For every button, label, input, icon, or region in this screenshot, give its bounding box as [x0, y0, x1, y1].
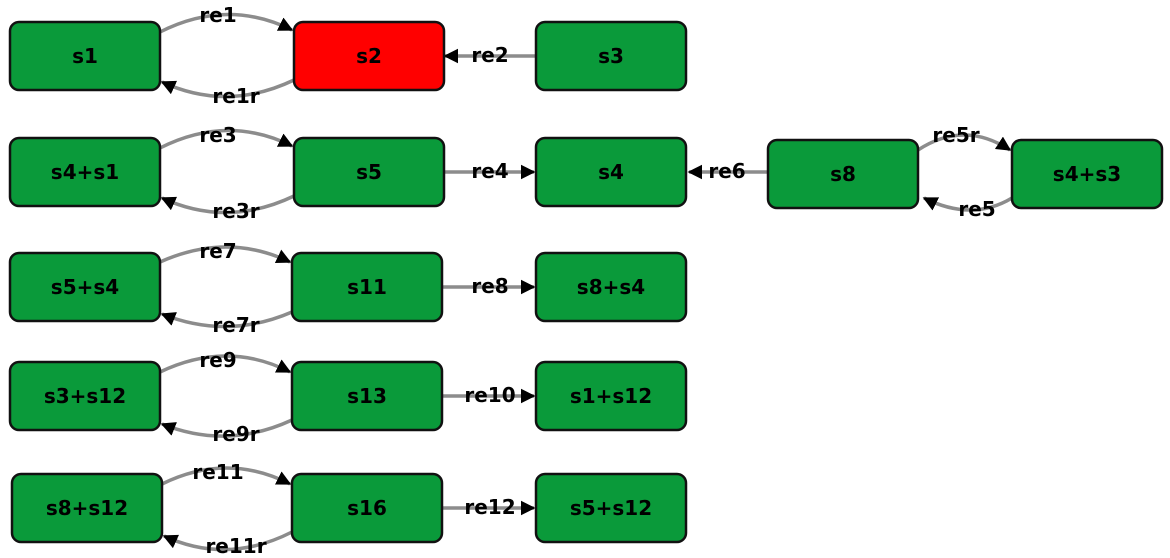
node-s13: s13	[290, 360, 444, 432]
node-label-s8-plus-s4: s8+s4	[577, 275, 645, 299]
edges-layer	[159, 12, 1013, 552]
node-s8: s8	[766, 138, 920, 210]
node-label-s13: s13	[347, 384, 387, 408]
node-box-s3	[534, 20, 688, 92]
node-box-s1-plus-s12	[534, 360, 688, 432]
edge-re9r-arrow	[160, 418, 293, 438]
edge-label-re4: re4	[471, 159, 508, 183]
node-label-s11: s11	[347, 275, 387, 299]
node-s16: s16	[290, 472, 444, 544]
node-label-s4-plus-s1: s4+s1	[51, 160, 119, 184]
edge-re11r-arrow	[162, 530, 293, 552]
node-s11: s11	[290, 251, 444, 323]
node-s5-plus-s4: s5+s4	[8, 251, 162, 323]
node-label-s1-plus-s12: s1+s12	[570, 384, 652, 408]
edge-label-re11: re11	[192, 460, 243, 484]
edge-labels-layer: re1 re1r re2 re3 re3r re4 re6 re5r re5 re7 re7r re8…	[192, 3, 995, 558]
node-label-s1: s1	[72, 44, 98, 68]
node-label-s3-plus-s12: s3+s12	[44, 384, 126, 408]
edge-label-re3: re3	[199, 123, 236, 147]
edge-re3r-arrow	[160, 194, 295, 215]
nodes-layer: s1 s2 s3 s4+s1 s5 s4 s8 s4+s3 s5+s4 s11 s8+s4 s3+s1…	[8, 20, 1164, 544]
node-box-s8-plus-s4	[534, 251, 688, 323]
node-box-s5-plus-s12	[534, 472, 688, 544]
node-label-s16: s16	[347, 496, 387, 520]
edge-re7-arrow	[159, 245, 292, 264]
node-s3-plus-s12: s3+s12	[8, 360, 162, 432]
node-box-s8-plus-s12	[10, 472, 164, 544]
node-s3: s3	[534, 20, 688, 92]
edge-label-re6: re6	[708, 159, 745, 183]
node-box-s3-plus-s12	[8, 360, 162, 432]
node-box-s4	[534, 136, 688, 208]
node-s8-plus-s4: s8+s4	[534, 251, 688, 323]
edge-re5-arrow	[922, 196, 1013, 212]
node-s5: s5	[292, 136, 446, 208]
edge-re1-arrow	[159, 12, 294, 34]
edge-re9-arrow	[159, 354, 292, 374]
node-box-s1	[8, 20, 162, 92]
edge-re5r-arrow	[917, 133, 1012, 152]
edge-label-re7: re7	[199, 239, 236, 263]
node-box-s5-plus-s4	[8, 251, 162, 323]
node-box-s4-plus-s1	[8, 136, 162, 208]
edge-label-re1r: re1r	[212, 84, 259, 108]
edge-re1r-arrow	[160, 78, 295, 99]
node-box-s16	[290, 472, 444, 544]
node-s4: s4	[534, 136, 688, 208]
node-label-s8-plus-s12: s8+s12	[46, 496, 128, 520]
node-s8-plus-s12: s8+s12	[10, 472, 164, 544]
node-s1: s1	[8, 20, 162, 92]
node-label-s5-plus-s4: s5+s4	[51, 275, 119, 299]
node-label-s4-plus-s3: s4+s3	[1053, 162, 1121, 186]
node-s2: s2	[292, 20, 446, 92]
edge-label-re10: re10	[464, 383, 515, 407]
node-box-s13	[290, 360, 444, 432]
edge-label-re7r: re7r	[212, 313, 259, 337]
node-s5-plus-s12: s5+s12	[534, 472, 688, 544]
node-box-s11	[290, 251, 444, 323]
node-label-s3: s3	[598, 44, 624, 68]
node-box-s4-plus-s3	[1010, 138, 1164, 210]
edge-label-re5r: re5r	[932, 123, 979, 147]
node-label-s5-plus-s12: s5+s12	[570, 496, 652, 520]
node-s1-plus-s12: s1+s12	[534, 360, 688, 432]
edge-label-re11r: re11r	[205, 534, 266, 558]
node-box-s5	[292, 136, 446, 208]
node-box-s2	[292, 20, 446, 92]
edge-re7r-arrow	[160, 310, 293, 329]
node-s4-plus-s3: s4+s3	[1010, 138, 1164, 210]
node-label-s2: s2	[356, 44, 382, 68]
edge-label-re12: re12	[464, 495, 515, 519]
node-box-s8	[766, 138, 920, 210]
edge-re3-arrow	[159, 128, 294, 150]
edge-label-re9r: re9r	[212, 422, 259, 446]
node-label-s5: s5	[356, 160, 382, 184]
edge-re11-arrow	[161, 466, 292, 486]
node-label-s8: s8	[830, 162, 856, 186]
node-s4-plus-s1: s4+s1	[8, 136, 162, 208]
edge-label-re9: re9	[199, 348, 236, 372]
node-label-s4: s4	[598, 160, 624, 184]
edge-label-re3r: re3r	[212, 199, 259, 223]
edge-label-re5: re5	[958, 197, 995, 221]
edge-label-re8: re8	[471, 274, 508, 298]
edge-label-re1: re1	[199, 3, 236, 27]
edge-label-re2: re2	[471, 43, 508, 67]
